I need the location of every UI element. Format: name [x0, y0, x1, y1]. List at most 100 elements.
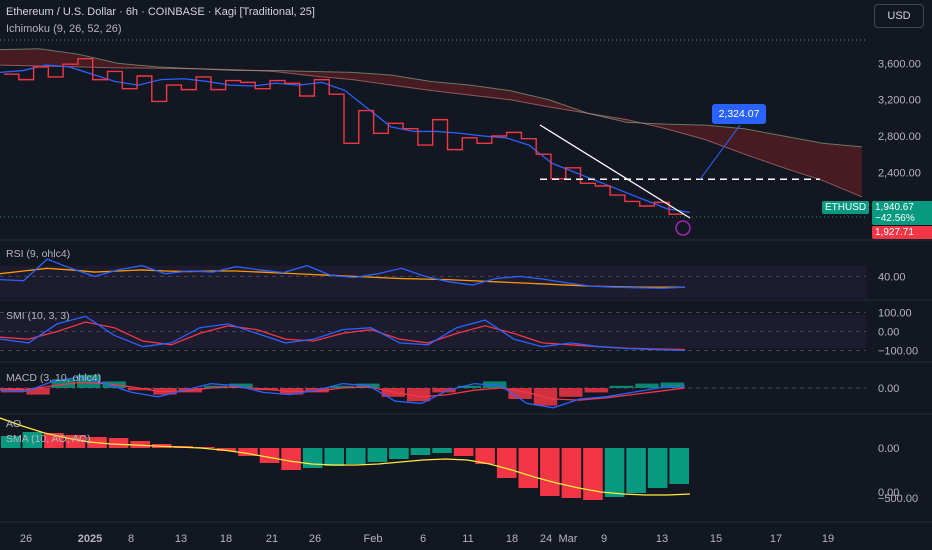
smi-line [0, 315, 686, 352]
symbol-badge: ETHUSD [822, 201, 870, 214]
macd-bar [330, 385, 355, 388]
trend-line [539, 124, 691, 219]
ao-bar [647, 448, 668, 488]
macd-bar [127, 388, 152, 391]
rsi-axis-tick: 40.00 [878, 271, 906, 283]
time-axis-tick: 21 [266, 533, 278, 545]
macd-bar [457, 385, 482, 388]
price-axis-tick: 3,600.00 [878, 58, 921, 70]
rsi-line [0, 258, 686, 289]
ao-bar [496, 448, 517, 478]
smi-legend[interactable]: SMI (10, 3, 3) [6, 310, 70, 322]
time-axis-tick: 19 [822, 533, 834, 545]
price-change: −42.56% [875, 213, 915, 224]
price-callout[interactable]: 2,324.07 [712, 104, 766, 124]
ao-bar [281, 448, 301, 470]
ao-bar [195, 447, 215, 448]
macd-bar [635, 383, 659, 388]
currency-button[interactable]: USD [874, 4, 924, 28]
time-axis-tick: 26 [20, 533, 32, 545]
macd-axis-tick: 0.00 [878, 383, 899, 395]
ao-bar [1, 436, 21, 448]
time-axis-tick: 18 [220, 533, 232, 545]
ao-bar [475, 448, 495, 464]
low-price-badge: 1,927.71 [872, 226, 932, 239]
ao-bar [561, 448, 582, 498]
ao-axis-tick: 0.00 [878, 487, 899, 499]
ichimoku-span-b [0, 64, 863, 198]
macd-bar [51, 379, 76, 388]
ichimoku-cloud [0, 48, 862, 197]
ao-sma-line [0, 417, 691, 496]
rsi-band [0, 265, 866, 298]
time-axis-tick: Mar [559, 533, 578, 545]
ao-bar [22, 432, 43, 448]
ao-bar [410, 448, 431, 455]
ao-bar [238, 448, 258, 456]
macd-bar [203, 385, 228, 388]
smi-axis-tick: 0.00 [878, 327, 899, 339]
ao-bar [259, 448, 280, 463]
time-axis-tick: 13 [656, 533, 668, 545]
kagi-line [4, 58, 684, 215]
macd-bar [584, 388, 608, 393]
macd-bar [432, 388, 456, 393]
time-axis-tick: 18 [506, 533, 518, 545]
ao-bar [604, 448, 625, 497]
time-axis-tick: 2025 [78, 533, 102, 545]
smi-axis-tick: −100.00 [878, 346, 918, 358]
price-axis-tick: 2,800.00 [878, 131, 921, 143]
ao-bar [130, 441, 150, 448]
ao-bar [453, 448, 474, 456]
time-axis-tick: 13 [175, 533, 187, 545]
macd-bar [508, 388, 532, 399]
ao-bar [216, 448, 237, 451]
time-axis-tick: 15 [710, 533, 722, 545]
time-axis-tick: Feb [364, 533, 383, 545]
last-price-badge: 1,940.67 −42.56% [872, 201, 932, 225]
ao-bar [389, 448, 409, 459]
time-axis-tick: 26 [309, 533, 321, 545]
ao-bar [108, 438, 129, 448]
time-axis-tick: 8 [128, 533, 134, 545]
rsi-legend[interactable]: RSI (9, ohlc4) [6, 248, 71, 260]
ao-bar [346, 448, 366, 464]
ao-legend[interactable]: AO [6, 418, 22, 430]
macd-bar [559, 388, 583, 397]
macd-bar [660, 382, 684, 388]
ao-bar [367, 448, 388, 462]
callout-leader [699, 124, 741, 180]
time-axis-tick: 11 [462, 533, 473, 545]
macd-bar [26, 388, 50, 395]
ao-sma-legend[interactable]: SMA (10, AO, AO) [6, 433, 91, 445]
macd-legend[interactable]: MACD (3, 10, ohlc4) [6, 372, 102, 384]
price-axis-tick: 2,400.00 [878, 167, 921, 179]
macd-line [0, 376, 686, 409]
ao-bar [324, 448, 344, 466]
last-price: 1,940.67 [875, 202, 914, 213]
ao-axis-tick: −500.00 [878, 493, 918, 505]
smi-signal [0, 321, 686, 351]
ichimoku-span-a [0, 48, 863, 148]
macd-bar [406, 388, 431, 402]
ao-bar [540, 448, 560, 496]
macd-bar [229, 383, 253, 388]
ao-bar [583, 448, 603, 500]
time-axis-tick: 24 [540, 533, 552, 545]
smi-axis-tick: 100.00 [878, 308, 912, 320]
ao-bar [626, 448, 646, 493]
time-axis-tick: 9 [601, 533, 607, 545]
event-marker [675, 220, 691, 236]
conversion-line [0, 64, 691, 214]
time-axis-tick: 17 [770, 533, 782, 545]
macd-bar [609, 385, 634, 388]
ao-bar [669, 448, 689, 484]
ao-bar [432, 448, 452, 453]
ichimoku-legend[interactable]: Ichimoku (9, 26, 52, 26) [6, 23, 122, 35]
ao-bar [518, 448, 539, 488]
time-axis-tick: 6 [420, 533, 426, 545]
price-axis-tick: 3,200.00 [878, 95, 921, 107]
ao-axis-tick: 0.00 [878, 443, 899, 455]
macd-signal [0, 381, 686, 401]
